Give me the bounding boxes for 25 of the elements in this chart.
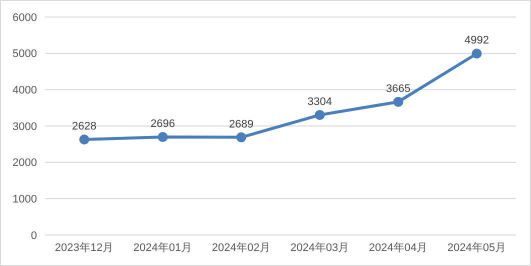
data-label: 2696 (150, 118, 175, 130)
data-label: 2628 (72, 120, 96, 133)
data-label: 4992 (464, 34, 489, 47)
y-tick-label: 4000 (12, 84, 37, 97)
x-tick-label: 2024年01月 (133, 242, 192, 254)
y-tick-label: 2000 (12, 157, 37, 170)
point (236, 132, 246, 142)
data-label: 2689 (229, 118, 254, 130)
y-tick-label: 3000 (12, 120, 37, 133)
x-tick-label: 2024年02月 (212, 242, 271, 254)
point (314, 110, 325, 120)
x-tick-label: 2024年05月 (447, 242, 506, 254)
x-tick-label: 2024年04月 (368, 242, 428, 254)
data-label: 3665 (386, 82, 410, 95)
x-tick-label: 2023年12月 (54, 242, 114, 254)
y-tick-label: 0 (30, 230, 37, 242)
point (472, 48, 482, 59)
x-tick-label: 2024年03月 (290, 242, 350, 254)
y-tick-label: 5000 (12, 48, 37, 60)
point (79, 134, 90, 145)
point (158, 132, 168, 142)
point (393, 96, 404, 107)
data-label: 3304 (308, 96, 332, 108)
y-tick-label: 1000 (12, 194, 37, 206)
y-tick-label: 6000 (12, 12, 37, 24)
